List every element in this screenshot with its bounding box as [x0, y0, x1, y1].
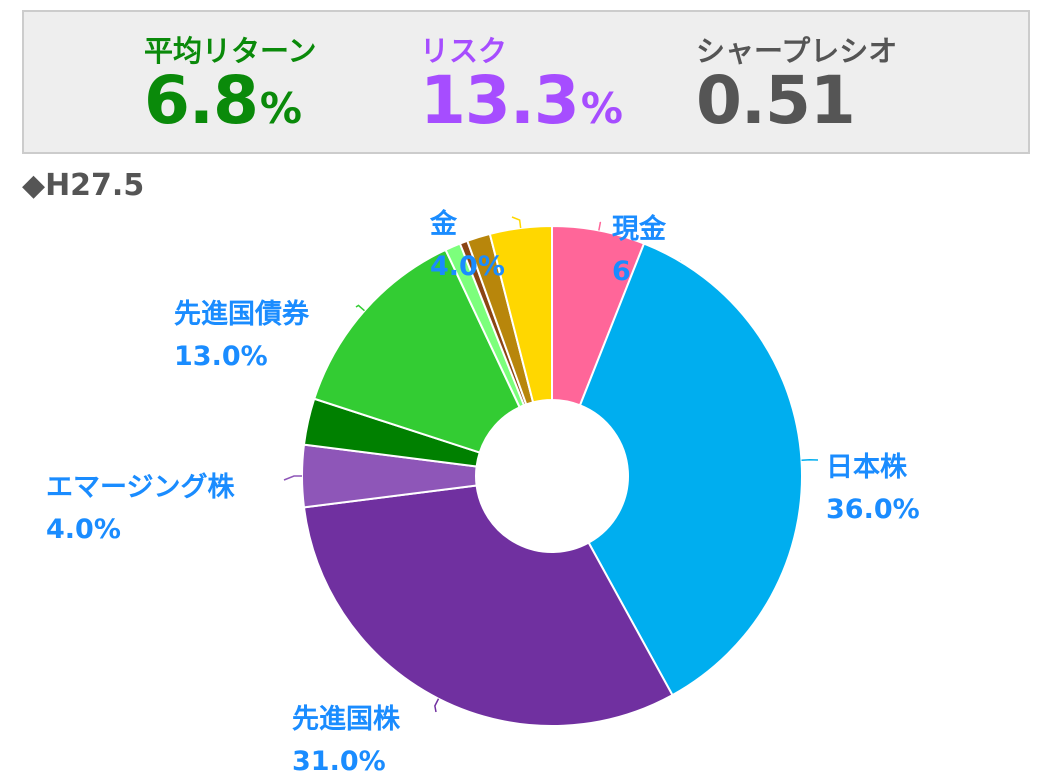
leader-line-5: [355, 304, 365, 312]
sharpe-ratio-number: 0.51: [696, 62, 856, 139]
slice-label-name-3: エマージング株: [46, 471, 235, 503]
average-return-label: 平均リターン: [144, 34, 317, 68]
section-title: ◆H27.5: [22, 168, 145, 203]
leader-line-3: [283, 475, 302, 481]
risk-number: 13.3: [420, 62, 580, 139]
risk-unit: %: [580, 84, 623, 133]
slice-label-name-1: 日本株: [826, 452, 908, 483]
leader-line-1: [801, 459, 819, 462]
slice-label-value-5: 13.0%: [174, 341, 268, 372]
slice-label-name-9: 金: [429, 208, 458, 240]
slice-label-value-3: 4.0%: [46, 514, 121, 545]
stats-panel: 平均リターン 6.8% リスク 13.3% シャープレシオ 0.51: [22, 10, 1030, 154]
average-return-number: 6.8: [144, 62, 259, 139]
leader-line-9: [511, 216, 522, 229]
risk-value: 13.3%: [420, 68, 623, 134]
slice-label-value-1: 36.0%: [826, 494, 920, 525]
slice-1: [578, 242, 803, 697]
average-return-unit: %: [259, 84, 303, 133]
slice-9: [488, 224, 553, 404]
slice-label-value-2: 31.0%: [292, 746, 386, 777]
slice-label-name-0: 現金: [612, 213, 667, 245]
slice-label-name-2: 先進国株: [292, 704, 401, 735]
slice-label-name-5: 先進国債券: [174, 298, 310, 330]
sharpe-ratio-label: シャープレシオ: [696, 34, 898, 68]
average-return-value: 6.8%: [144, 68, 302, 134]
leader-line-2: [434, 698, 440, 713]
leader-line-0: [598, 221, 602, 231]
slice-2: [302, 484, 674, 727]
slice-label-value-9: 4.0%: [430, 251, 505, 282]
slice-5: [312, 248, 521, 454]
risk-label: リスク: [420, 34, 508, 68]
sharpe-ratio-value: 0.51: [696, 68, 856, 134]
